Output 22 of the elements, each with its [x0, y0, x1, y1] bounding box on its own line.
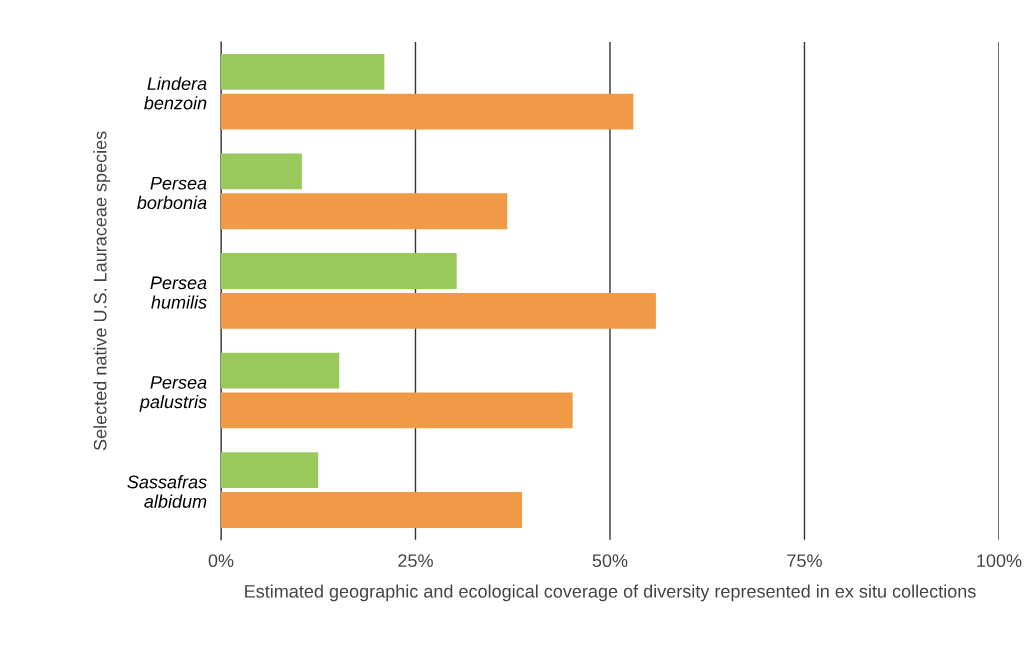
x-tick-label: 0%: [208, 554, 234, 568]
x-axis-title: Estimated geographic and ecological coverage of diversity represented in ex situ collections: [245, 584, 976, 602]
bar: [220, 452, 319, 489]
y-tick-label: Persea palustris: [139, 376, 207, 412]
y-tick-label: Persea borbonia: [137, 177, 207, 210]
bar: [220, 392, 573, 429]
bar: [220, 352, 340, 389]
x-tick-label: 75%: [787, 554, 822, 568]
bar: [220, 193, 508, 230]
y-axis-title: Selected native U.S. Lauraceae species: [93, 131, 111, 451]
x-tick-label: 50%: [592, 554, 628, 568]
bar: [220, 93, 634, 130]
bar: [220, 492, 523, 528]
bar: [220, 253, 457, 289]
bar: [220, 53, 385, 90]
bar: [220, 153, 302, 190]
x-tick-label: 100%: [977, 554, 1022, 568]
y-tick-label: Lindera benzoin: [144, 76, 207, 110]
bar: [220, 292, 656, 329]
y-tick-label: Sassafras albidum: [127, 475, 207, 508]
y-tick-label: Persea humilis: [150, 276, 207, 309]
x-tick-label: 25%: [398, 554, 433, 568]
